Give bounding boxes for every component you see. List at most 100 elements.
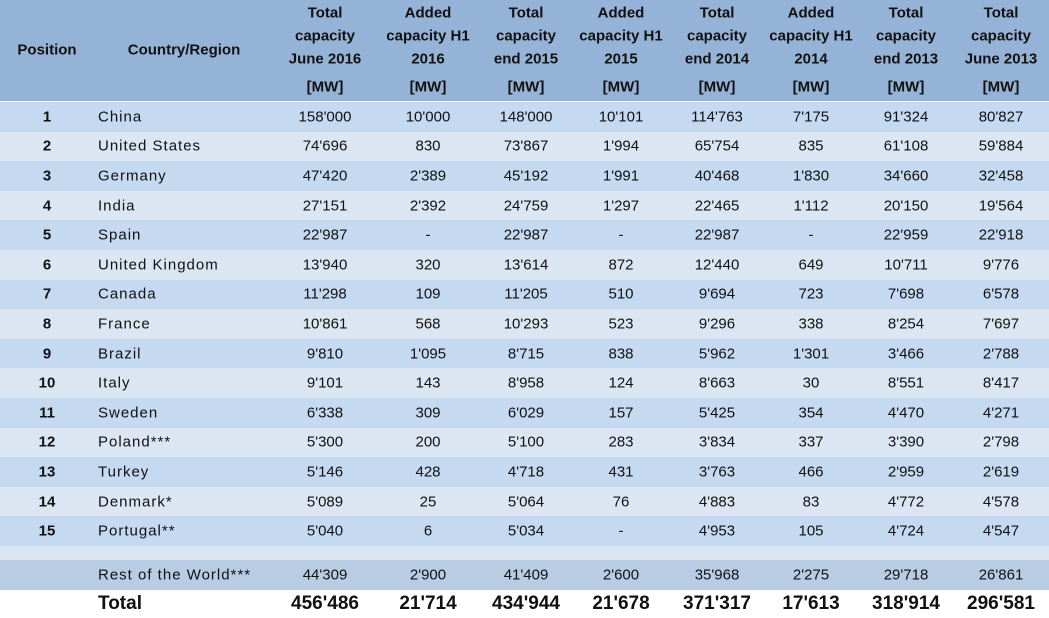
- value-cell: 2'392: [409, 197, 447, 215]
- value-cell: 2'619: [982, 463, 1020, 481]
- header-unit: [MW]: [698, 78, 736, 96]
- value-cell: 105: [798, 522, 824, 540]
- value-cell: 2'959: [887, 463, 925, 481]
- value-cell: 5'034: [507, 522, 545, 540]
- header-cell: capacity H1: [769, 27, 853, 45]
- value-cell: -: [808, 226, 814, 244]
- value-cell: 22'987: [694, 226, 740, 244]
- value-cell: 3'390: [887, 433, 925, 451]
- value-cell: 283: [608, 433, 634, 451]
- total-cell: 21'678: [592, 593, 650, 614]
- value-cell: 22'987: [302, 226, 348, 244]
- value-cell: 29'718: [883, 566, 929, 584]
- value-cell: 6'338: [306, 404, 344, 422]
- value-cell: 872: [608, 256, 634, 274]
- header-cell: capacity H1: [579, 27, 663, 45]
- value-cell: -: [425, 226, 431, 244]
- value-cell: 20'150: [883, 197, 929, 215]
- country-cell: Poland***: [98, 433, 172, 451]
- value-cell: 9'296: [698, 315, 736, 333]
- value-cell: 6'578: [982, 285, 1020, 303]
- value-cell: 8'715: [507, 345, 545, 363]
- header-cell: 2016: [411, 50, 445, 68]
- value-cell: 338: [798, 315, 824, 333]
- position-cell: 10: [38, 374, 56, 392]
- header-cell: 2014: [794, 50, 828, 68]
- value-cell: 9'810: [306, 345, 344, 363]
- value-cell: 4'883: [698, 493, 736, 511]
- total-cell: 434'944: [492, 593, 560, 614]
- country-cell: Denmark*: [98, 493, 173, 511]
- value-cell: 2'798: [982, 433, 1020, 451]
- value-cell: 76: [612, 493, 630, 511]
- value-cell: 2'788: [982, 345, 1020, 363]
- header-unit: [MW]: [887, 78, 925, 96]
- country-cell: Portugal**: [98, 522, 176, 540]
- value-cell: 354: [798, 404, 824, 422]
- country-cell: China: [98, 108, 143, 126]
- value-cell: 9'776: [982, 256, 1020, 274]
- country-cell: United States: [98, 137, 202, 155]
- value-cell: 157: [608, 404, 634, 422]
- value-cell: 835: [798, 137, 824, 155]
- header-cell: capacity H1: [386, 27, 470, 45]
- value-cell: 30: [802, 374, 820, 392]
- value-cell: 4'718: [507, 463, 545, 481]
- value-cell: 6: [423, 522, 433, 540]
- value-cell: 5'146: [306, 463, 344, 481]
- header-cell: capacity: [495, 27, 557, 45]
- value-cell: 47'420: [302, 167, 348, 185]
- value-cell: 7'175: [792, 108, 830, 126]
- country-cell: Canada: [98, 285, 157, 303]
- value-cell: 10'711: [884, 256, 928, 274]
- country-cell: United Kingdom: [98, 256, 219, 274]
- value-cell: 4'547: [982, 522, 1020, 540]
- row-background: [0, 560, 1049, 590]
- value-cell: 8'663: [698, 374, 736, 392]
- header-cell: Total: [983, 4, 1019, 22]
- value-cell: 466: [798, 463, 824, 481]
- position-cell: 14: [38, 493, 56, 511]
- value-cell: 74'696: [302, 137, 348, 155]
- position-cell: 2: [42, 137, 52, 155]
- value-cell: 5'100: [507, 433, 545, 451]
- total-cell: 456'486: [291, 593, 359, 614]
- value-cell: 114'763: [691, 108, 743, 126]
- value-cell: 10'861: [302, 315, 348, 333]
- position-cell: 11: [39, 404, 55, 422]
- value-cell: 428: [415, 463, 441, 481]
- value-cell: 5'064: [507, 493, 545, 511]
- value-cell: 65'754: [694, 137, 740, 155]
- value-cell: 1'991: [602, 167, 640, 185]
- value-cell: 2'600: [602, 566, 640, 584]
- value-cell: 22'918: [978, 226, 1024, 244]
- header-cell: Total: [307, 4, 343, 22]
- value-cell: 35'968: [694, 566, 740, 584]
- header-cell: Country/Region: [127, 41, 241, 59]
- value-cell: 7'698: [887, 285, 925, 303]
- total-cell: 371'317: [683, 593, 751, 614]
- country-cell: Italy: [98, 374, 131, 392]
- value-cell: 32'458: [978, 167, 1024, 185]
- header-cell: capacity: [875, 27, 937, 45]
- value-cell: 10'000: [405, 108, 451, 126]
- value-cell: 510: [608, 285, 634, 303]
- value-cell: 200: [415, 433, 441, 451]
- row-background: [0, 220, 1049, 250]
- row-background: [0, 279, 1049, 310]
- row-background: [0, 457, 1049, 487]
- header-cell: Total: [888, 4, 924, 22]
- value-cell: 431: [608, 463, 634, 481]
- position-cell: 5: [42, 226, 52, 244]
- country-cell: Sweden: [98, 404, 159, 422]
- value-cell: 5'962: [698, 345, 736, 363]
- country-cell: Germany: [98, 167, 167, 185]
- row-background: [0, 516, 1049, 546]
- total-cell: 17'613: [782, 593, 840, 614]
- value-cell: 22'465: [694, 197, 740, 215]
- value-cell: 3'466: [887, 345, 925, 363]
- value-cell: 568: [415, 315, 441, 333]
- value-cell: 34'660: [883, 167, 929, 185]
- header-cell: capacity: [970, 27, 1032, 45]
- value-cell: 9'101: [306, 374, 344, 392]
